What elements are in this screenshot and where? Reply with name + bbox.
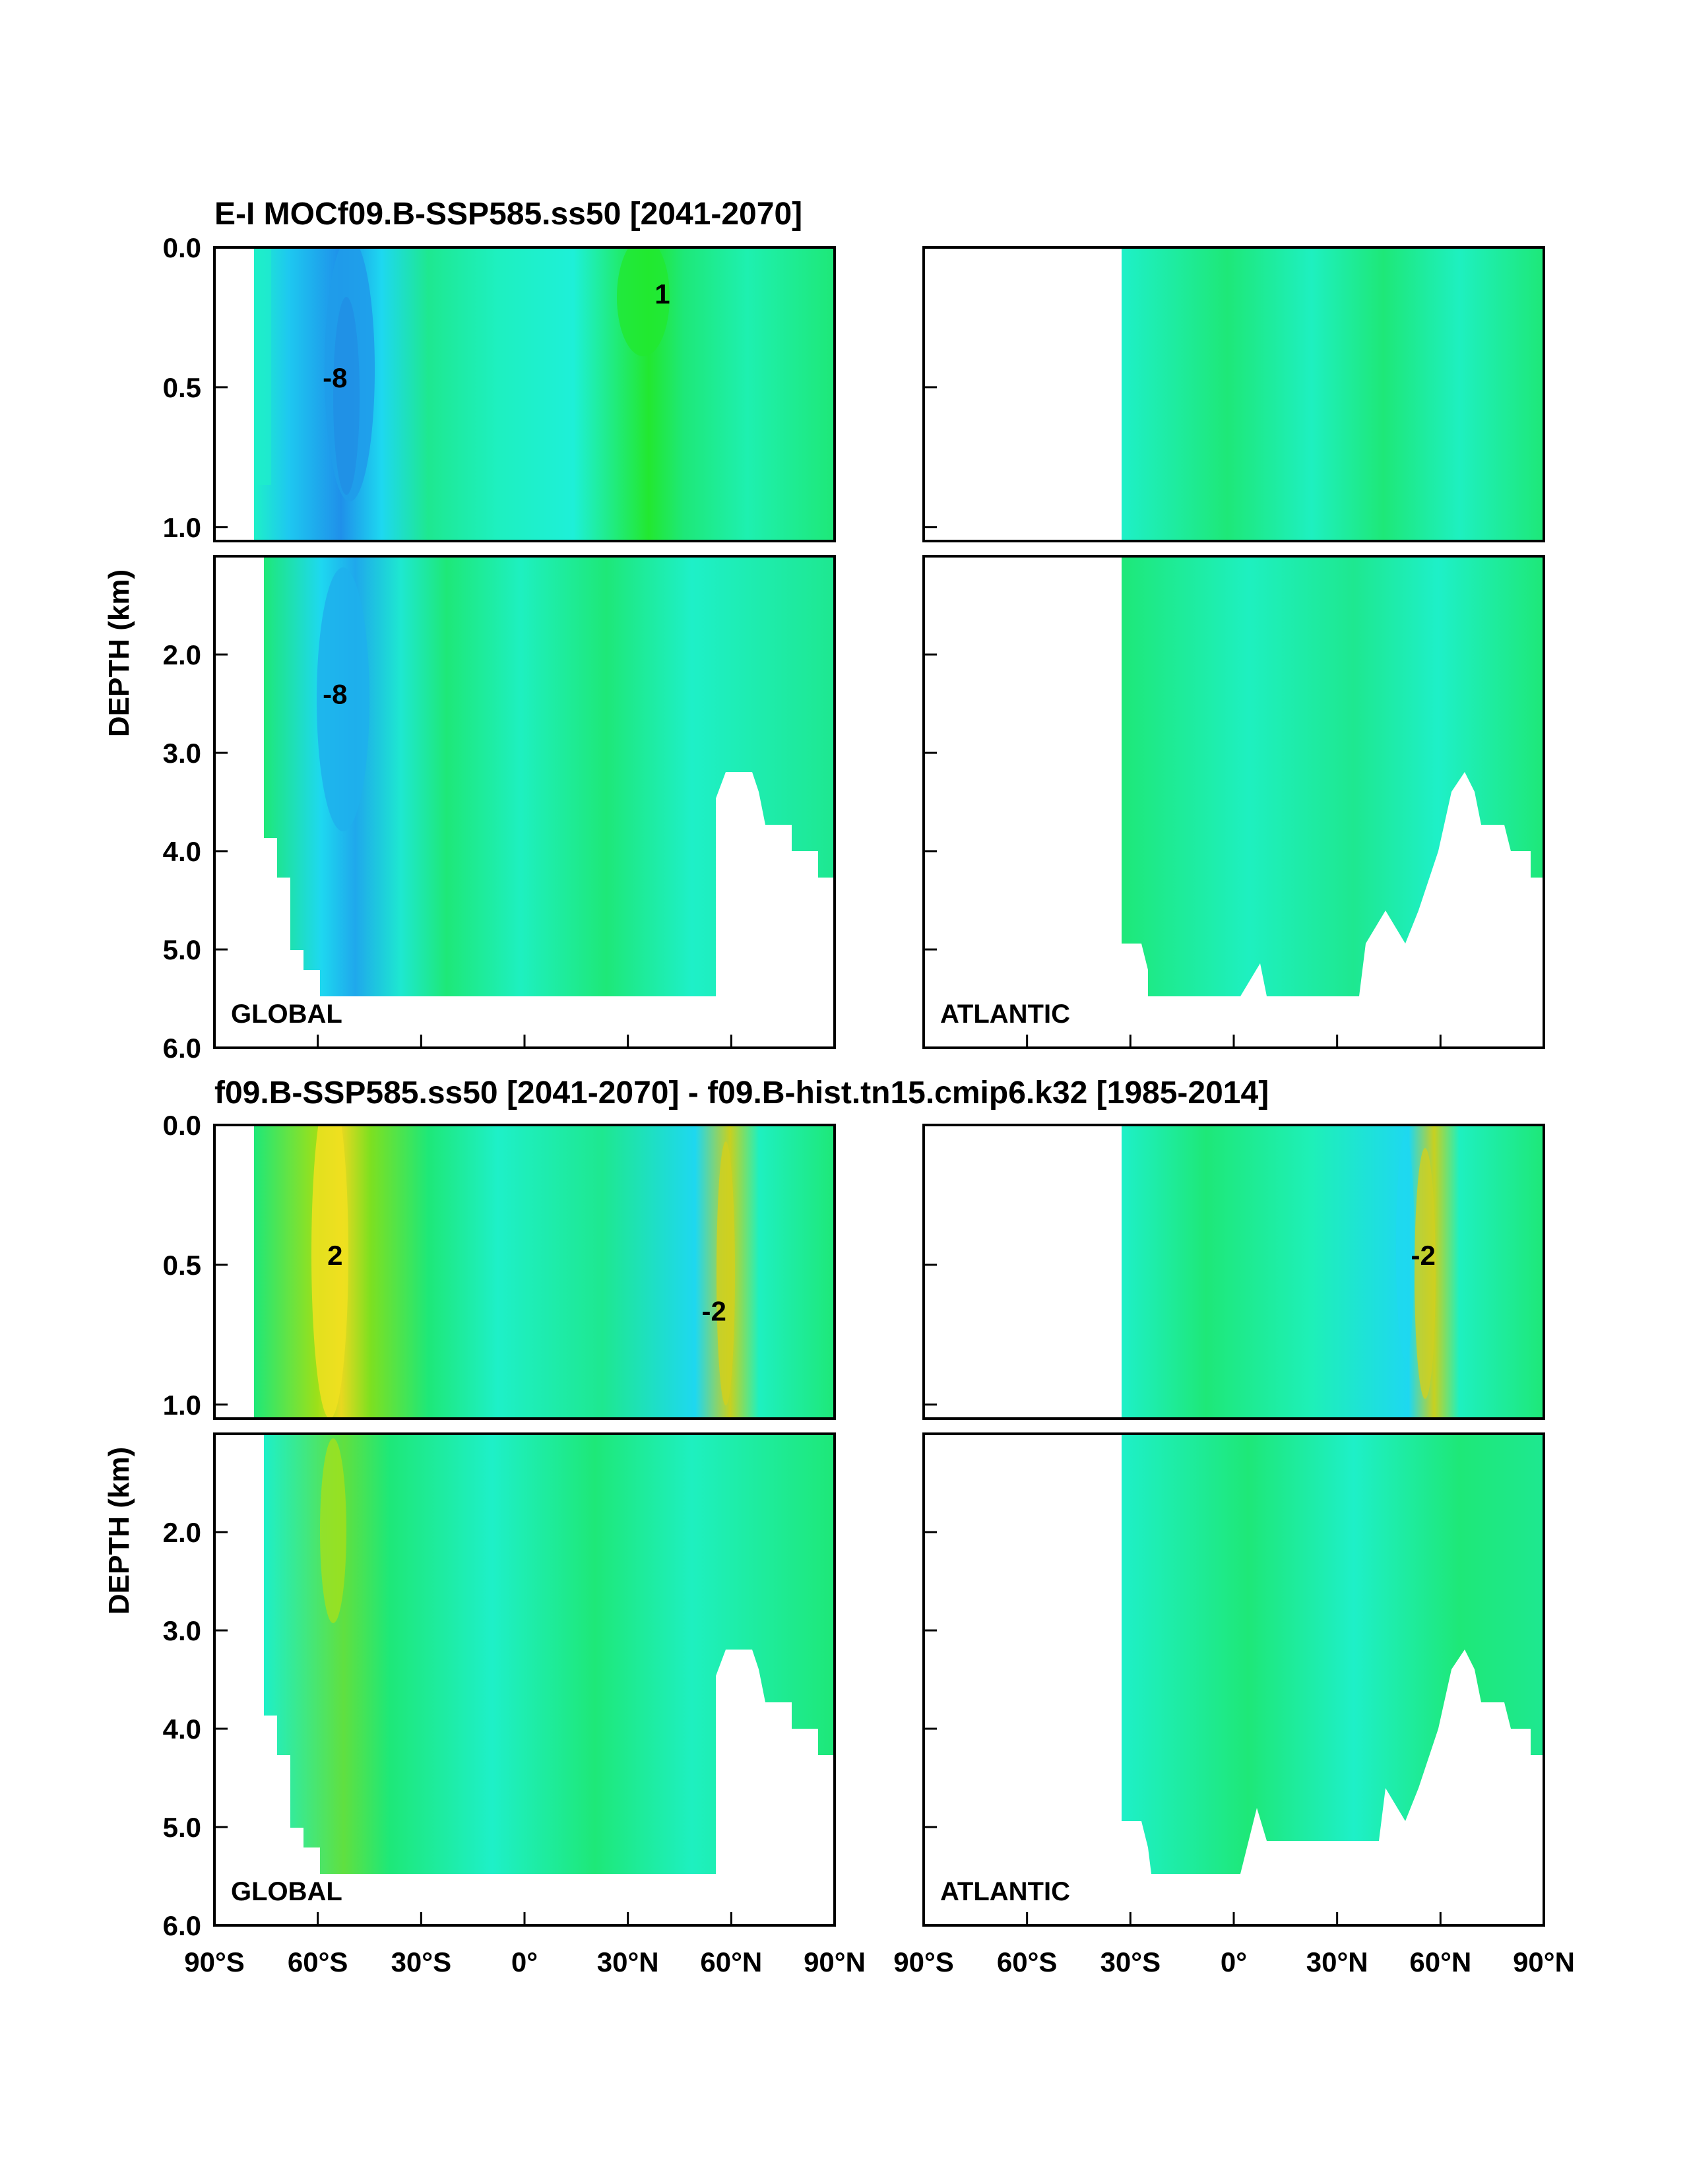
y-tick-label: 0.5 [163,1250,201,1281]
field-bottom-atlantic-upper [1122,1125,1544,1419]
contour-label: -2 [702,1296,726,1327]
field-bottom-global-lower [264,1434,835,1874]
contour-label: 1 [654,278,670,309]
x-tick-label: 60°N [1409,1946,1471,1977]
panel-bottom-global: GLOBAL [213,1124,836,1927]
contour-label: -8 [323,362,347,393]
frame-bottom-global-upper [213,1124,836,1420]
x-tick-label: 30°S [1100,1946,1161,1977]
y-tick-label: 0.0 [163,1110,201,1141]
y-tick-label: 1.0 [163,1390,201,1421]
x-tick-label: 0° [511,1946,538,1977]
x-tick-label: 60°N [700,1946,762,1977]
field-top-atlantic-upper [1122,247,1544,541]
region-label-global-bottom: GLOBAL [231,1877,342,1906]
bottom-title: f09.B-SSP585.ss50 [2041-2070] - f09.B-hi… [214,1076,1269,1110]
frame-top-global-upper [213,246,836,542]
y-tick-label: 4.0 [163,1714,201,1745]
y-tick-label: 3.0 [163,1615,201,1646]
field-bottom-global-upper [254,1125,835,1419]
x-tick-label: 30°N [1306,1946,1368,1977]
y-tick-label: 5.0 [163,1812,201,1843]
top-ylabel: DEPTH (km) [103,569,135,737]
y-tick-label: 3.0 [163,738,201,769]
panel-top-global: GLOBAL [213,246,836,1049]
x-tick-label: 0° [1221,1946,1247,1977]
region-label-atlantic-bottom: ATLANTIC [940,1877,1070,1906]
contour-label: -2 [1411,1240,1436,1271]
region-label-global-top: GLOBAL [231,1000,342,1029]
frame-top-atlantic-upper [922,246,1545,542]
x-tick-label: 30°S [391,1946,452,1977]
y-tick-label: 0.5 [163,372,201,403]
y-tick-label: 2.0 [163,639,201,670]
top-title: E-I MOCf09.B-SSP585.ss50 [2041-2070] [214,197,802,232]
y-tick-label: 5.0 [163,934,201,965]
y-tick-label: 1.0 [163,512,201,543]
y-tick-label: 6.0 [163,1910,201,1941]
contour-label: 2 [327,1240,342,1271]
frame-bottom-atlantic-upper [922,1124,1545,1420]
x-tick-label: 90°N [1513,1946,1575,1977]
contour-label: -8 [323,679,347,710]
x-tick-label: 60°S [288,1946,348,1977]
field-top-global-upper [254,247,835,541]
contour-layer: -8 -8 1 2 -2 -2 [323,278,1436,1327]
x-tick-label: 90°S [184,1946,245,1977]
field-bottom-atlantic-lower [1122,1434,1544,1874]
axes-layer: 0.0 0.5 1.0 2.0 3.0 4.0 5.0 6.0 0.0 0.5 1.0 2.0 3.0 4… [163,232,1575,1977]
panel-top-atlantic: ATLANTIC [922,246,1545,1049]
field-top-atlantic-lower [1122,556,1544,996]
y-tick-label: 2.0 [163,1517,201,1548]
x-tick-label: 90°N [804,1946,866,1977]
x-tick-label: 30°N [597,1946,659,1977]
bottom-ylabel: DEPTH (km) [103,1447,135,1615]
region-label-atlantic-top: ATLANTIC [940,1000,1070,1029]
x-tick-label: 90°S [893,1946,954,1977]
panel-bottom-atlantic: ATLANTIC [922,1124,1545,1927]
y-tick-label: 6.0 [163,1033,201,1064]
y-tick-label: 0.0 [163,232,201,263]
field-top-global-lower [264,556,835,996]
x-tick-label: 60°S [997,1946,1058,1977]
y-tick-label: 4.0 [163,836,201,867]
